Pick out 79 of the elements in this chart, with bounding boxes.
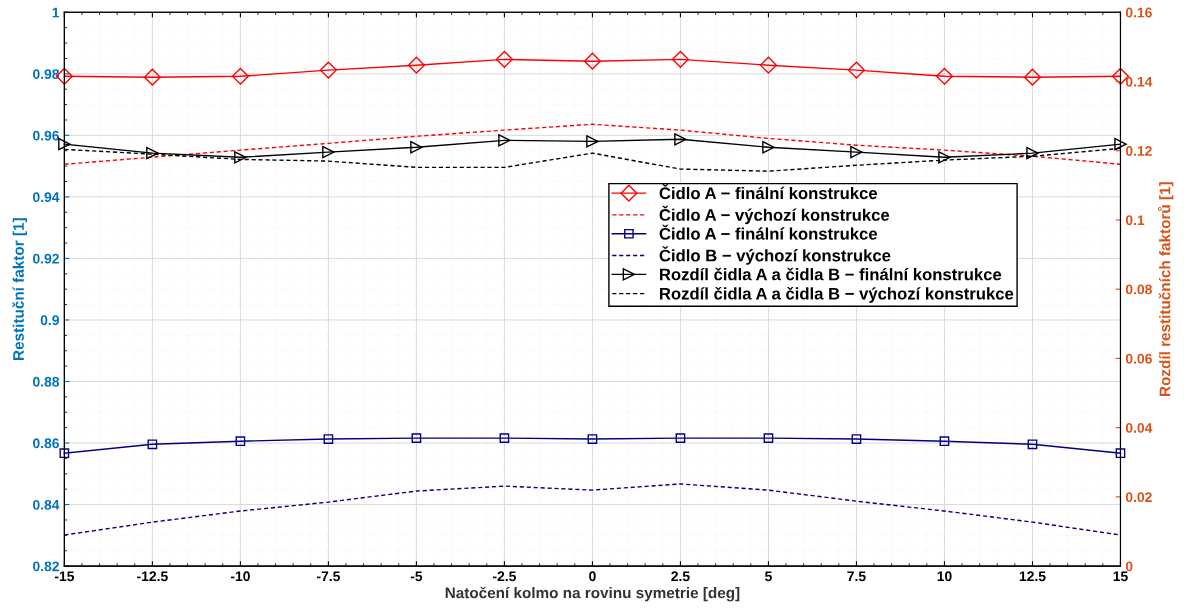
y2-tick-label: 0.1 (1125, 215, 1145, 226)
point (586, 135, 599, 148)
point (935, 67, 954, 85)
y-axis-title: Restituční faktor [1] (12, 218, 27, 360)
point (323, 434, 334, 444)
point (851, 434, 862, 444)
point (850, 145, 863, 159)
line-series (63, 123, 1122, 165)
y-tick-label: 0.98 (33, 69, 60, 79)
point (147, 439, 158, 450)
legend-label: Rozdíl čidla A a čidla B − finální konstrukce (660, 267, 1002, 281)
x-tick-label: -10 (230, 571, 250, 582)
legend-label: Čidlo B − výchozí konstrukce (659, 246, 891, 265)
y-tick-label: 0.96 (33, 130, 60, 141)
y2-axis-title: Rozdíl restitučních faktorů [1] (1157, 182, 1174, 396)
legend-label: Čidlo A − finální konstrukce (659, 184, 878, 200)
legend-label: Čidlo A − finální konstrukce (659, 224, 878, 240)
point (1115, 448, 1126, 459)
point (410, 141, 423, 154)
x-tick-label: 5 (765, 571, 772, 582)
y2-tick-label: 0.04 (1125, 422, 1153, 433)
y-tick-label: 0.92 (33, 253, 59, 264)
point (583, 52, 601, 70)
legend-label: Rozdíl čidla A a čidla B − výchozí konstrukce (660, 286, 1014, 303)
y2-tick-label: 0.06 (1125, 353, 1152, 364)
x-tick-label: -15 (54, 571, 75, 582)
point (587, 434, 598, 444)
point (1026, 146, 1039, 160)
point (322, 145, 335, 159)
y2-tick-label: 0.14 (1125, 76, 1153, 87)
point (234, 151, 247, 164)
point (235, 436, 246, 447)
x-tick-label: -7.5 (316, 571, 340, 582)
y-tick-label: 0.9 (40, 315, 59, 326)
legend-label: Čidlo A − výchozí konstrukce (659, 205, 890, 225)
point (411, 433, 422, 443)
point (939, 436, 950, 447)
y-tick-label: 0.82 (33, 561, 59, 572)
x-tick-label: 0 (589, 571, 596, 582)
x-tick-label: 12.5 (1019, 571, 1046, 582)
y2-tick-label: 0.12 (1125, 146, 1152, 156)
x-tick-label: 15 (1113, 571, 1128, 582)
y-tick-label: 0.94 (33, 192, 60, 203)
point (759, 56, 777, 74)
point (499, 433, 510, 443)
point (671, 50, 689, 68)
point (762, 141, 775, 154)
y-tick-label: 0.86 (33, 438, 60, 449)
point (938, 151, 951, 164)
y2-tick-label: 0.02 (1125, 492, 1152, 503)
y-tick-label: 1 (52, 7, 60, 18)
y2-tick-label: 0.08 (1125, 284, 1152, 295)
point (407, 56, 425, 74)
y2-tick-label: 0.16 (1125, 7, 1152, 18)
x-tick-label: -5 (410, 571, 423, 582)
point (763, 433, 774, 443)
point (674, 133, 687, 146)
point (143, 68, 161, 86)
point (59, 448, 70, 459)
point (498, 134, 511, 147)
point (1023, 68, 1042, 86)
point (58, 137, 71, 151)
point (146, 146, 159, 160)
y2-tick-label: 0 (1125, 561, 1133, 572)
y-tick-label: 0.88 (33, 376, 60, 387)
x-axis-title: Natočení kolmo na rovinu symetrie [deg] (445, 586, 740, 602)
point (231, 67, 249, 85)
point (847, 61, 866, 79)
point (1114, 137, 1127, 151)
point (675, 433, 686, 443)
x-tick-label: -12.5 (137, 571, 168, 582)
x-tick-label: 7.5 (847, 571, 866, 582)
point (1027, 439, 1038, 450)
x-tick-label: -2.5 (492, 571, 516, 582)
point (319, 61, 337, 79)
point (495, 50, 513, 68)
x-tick-label: 2.5 (671, 571, 690, 582)
x-tick-label: 10 (937, 571, 952, 582)
y-tick-label: 0.84 (33, 499, 60, 510)
